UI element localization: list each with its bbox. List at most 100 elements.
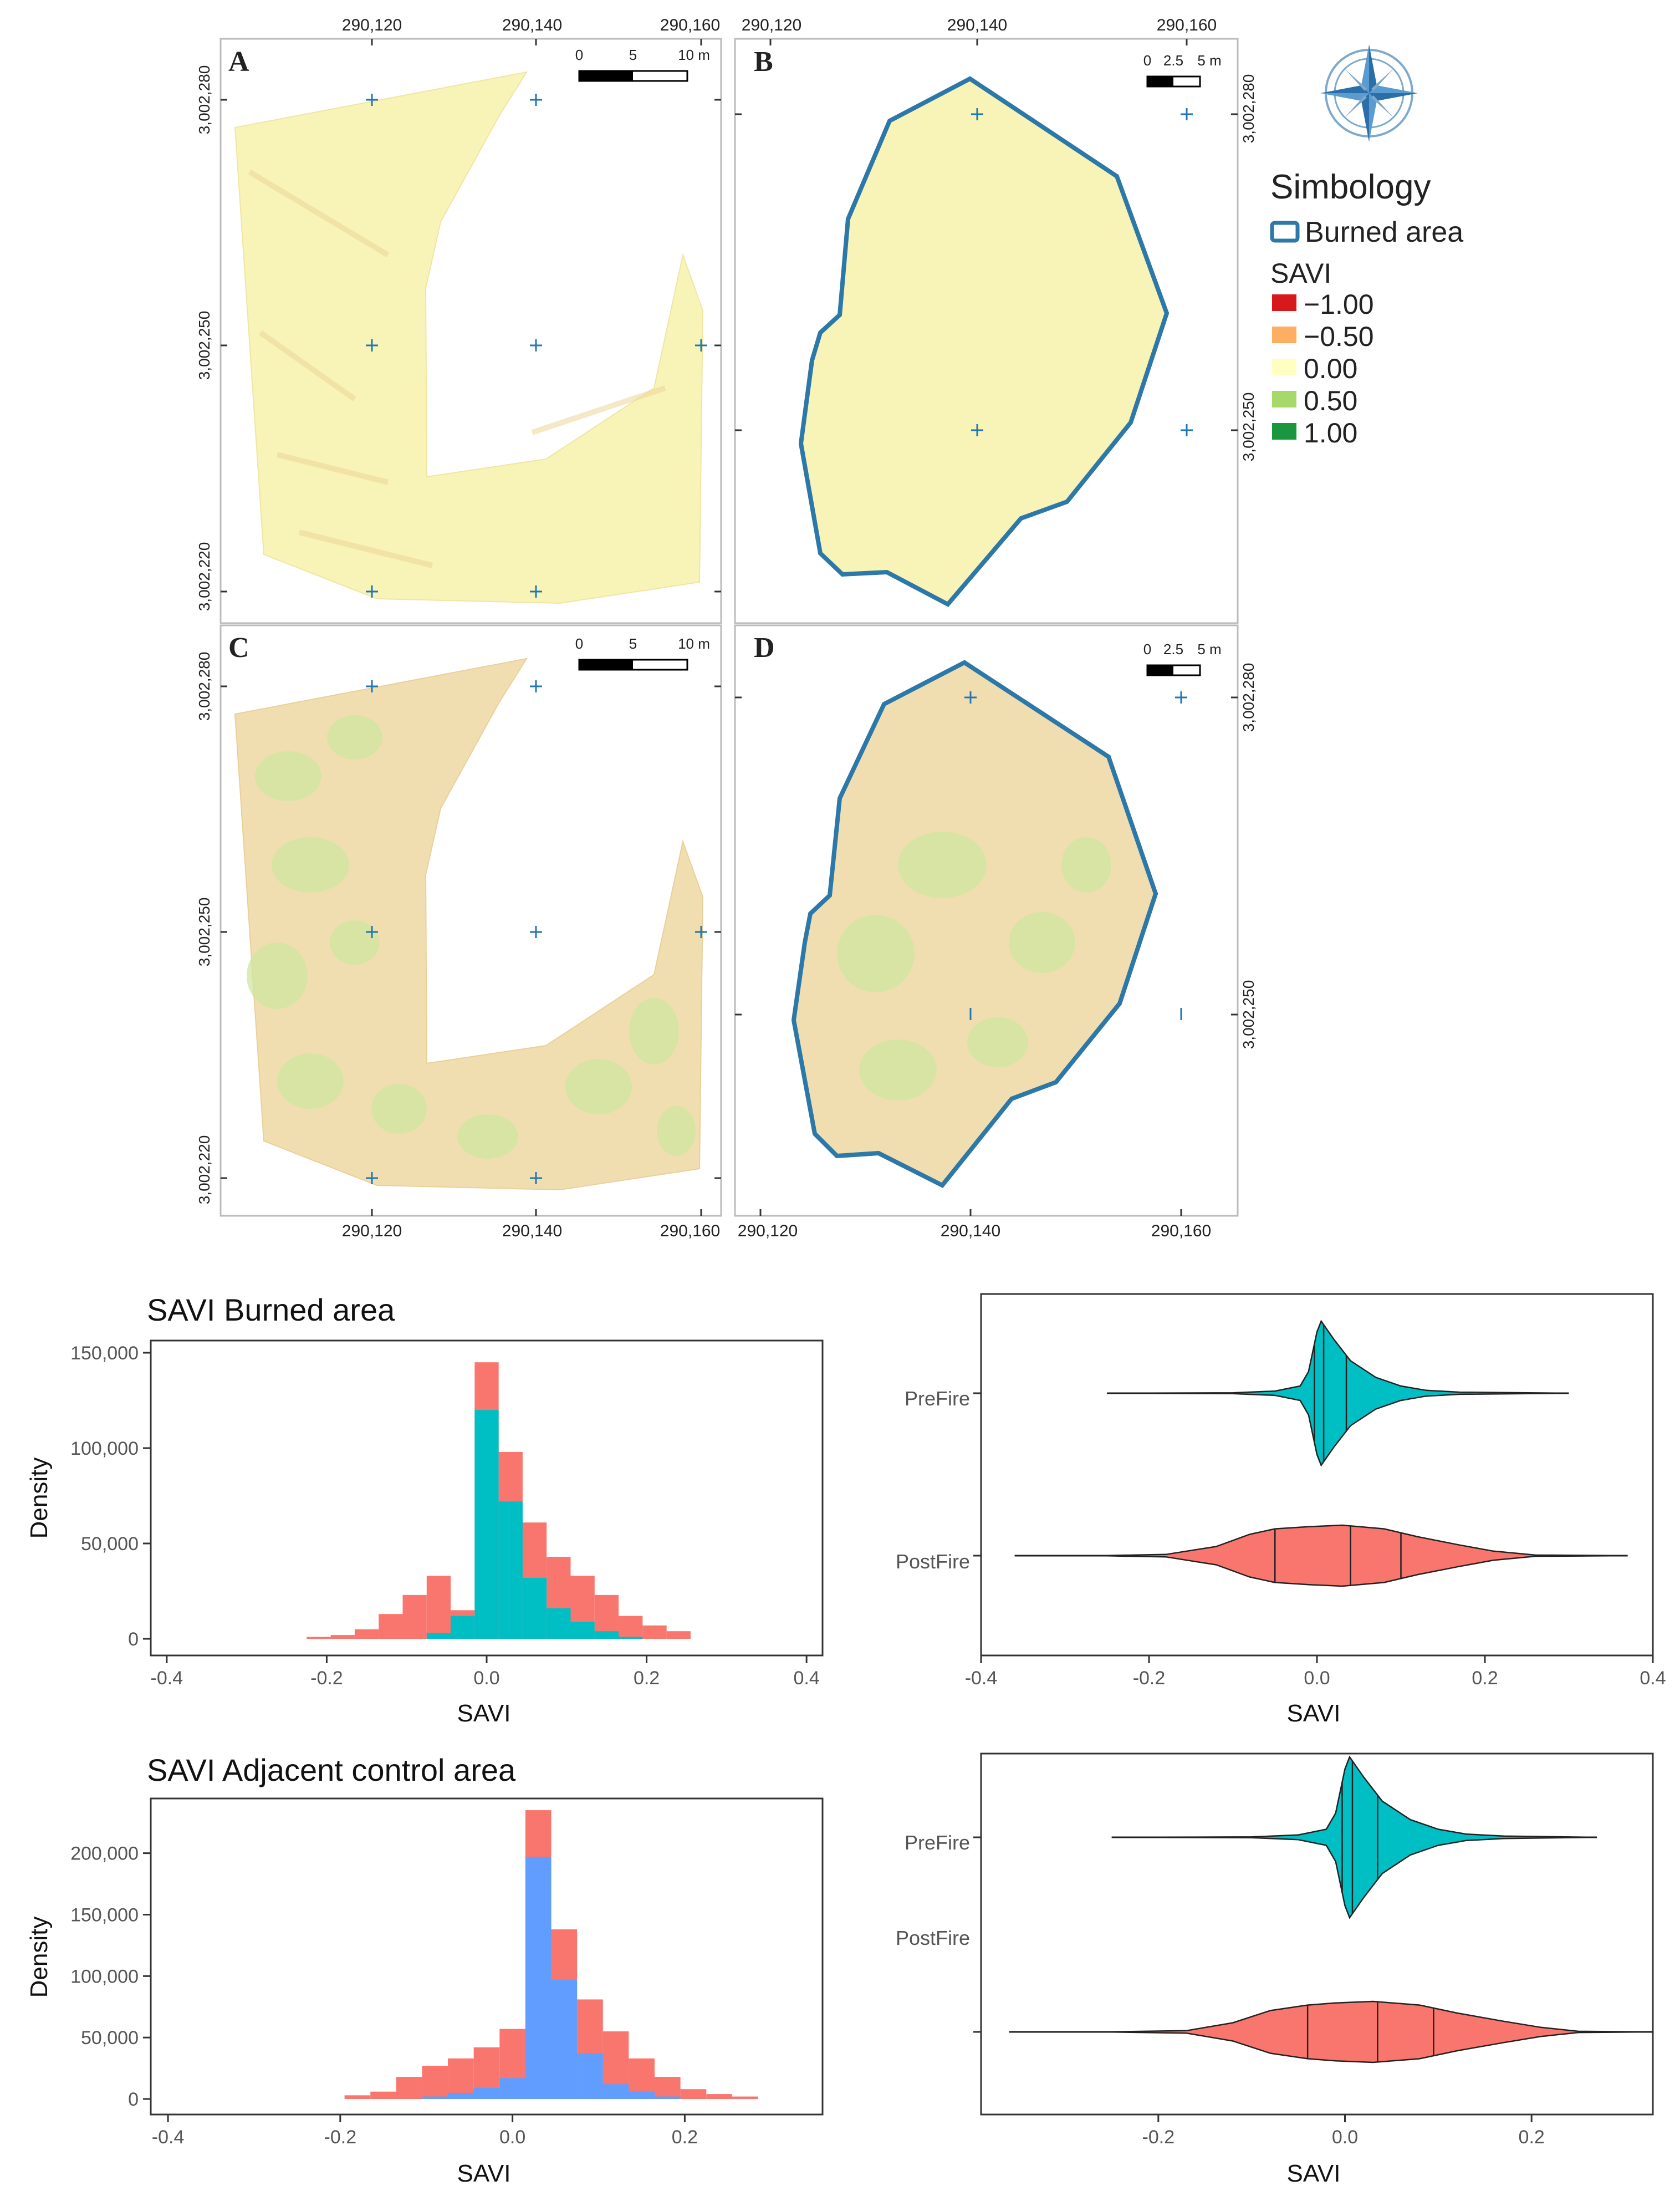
map-bottom-x-labels: 290,120 290,140 290,160 290,120 290,140 … bbox=[342, 1222, 1211, 1240]
hist2-bar-s0-15 bbox=[732, 2096, 758, 2099]
hist0-bar-s0-4 bbox=[402, 1594, 427, 1639]
map-c-vegetation bbox=[247, 715, 696, 1159]
hist2-bar-s1-8 bbox=[551, 1979, 578, 2099]
map-panels: A B C D 0 5 10 m 0 2.5 5 m 0 5 10 m bbox=[196, 16, 1257, 1240]
histogram-control-area-title: SAVI Adjacent control area bbox=[147, 1752, 516, 1787]
map-c-raster bbox=[234, 658, 704, 1191]
hist0-bar-s0-15 bbox=[666, 1631, 691, 1639]
hist2-ytick-label-3: 150,000 bbox=[70, 1905, 139, 1926]
scale-a-0: 0 bbox=[575, 47, 583, 63]
violin3-xtick-label-1: 0.0 bbox=[1332, 2127, 1358, 2148]
map-top-x-labels: 290,120 290,140 290,160 290,120 290,140 … bbox=[342, 16, 1217, 34]
violin3-shape-1 bbox=[1009, 2000, 1653, 2063]
hist0-bar-s1-10 bbox=[547, 1608, 571, 1639]
hist0-bar-s1-12 bbox=[594, 1631, 619, 1639]
hist2-bar-s1-4 bbox=[448, 2092, 474, 2099]
scale-bar-c: 0 5 10 m bbox=[575, 635, 710, 671]
violin-control-area-cat-postfire: PostFire bbox=[896, 1927, 970, 1949]
map-panel-c-label: C bbox=[228, 632, 249, 664]
hist0-bar-s0-2 bbox=[354, 1629, 379, 1639]
legend-item-1: −1.00 bbox=[1304, 289, 1374, 320]
map-top-x-1: 290,120 bbox=[342, 16, 402, 34]
hist2-bar-s1-11 bbox=[629, 2091, 655, 2099]
map-top-x-6: 290,160 bbox=[1157, 16, 1217, 34]
scale-b-2: 5 m bbox=[1197, 52, 1221, 69]
hist0-bar-s1-5 bbox=[426, 1633, 451, 1639]
histogram-control-area-x-ticks: -0.4 -0.2 0.0 0.2 bbox=[152, 2115, 698, 2148]
hist0-ytick-label-3: 150,000 bbox=[70, 1343, 139, 1364]
scale-bar-b: 0 2.5 5 m bbox=[1143, 52, 1222, 88]
legend-swatch-4 bbox=[1272, 391, 1296, 407]
violin-control-area: -0.2 0.0 0.2 PreFire PostFire SAVI bbox=[896, 1752, 1654, 2187]
hist2-bar-s0-3 bbox=[422, 2066, 448, 2099]
violin3-shape-0 bbox=[1111, 1755, 1597, 1919]
map-legend: Simbology Burned area SAVI −1.00 −0.50 0… bbox=[1270, 44, 1463, 449]
hist2-bar-s0-0 bbox=[344, 2095, 371, 2099]
hist2-bar-s1-9 bbox=[577, 2053, 603, 2099]
map-left-y-3: 3,002,220 bbox=[196, 542, 213, 612]
violin-control-area-x-ticks: -0.2 0.0 0.2 bbox=[1142, 2115, 1545, 2148]
hist2-bar-s1-6 bbox=[499, 2078, 525, 2099]
hist2-bar-s1-12 bbox=[655, 2096, 681, 2099]
map-right-y-4: 3,002,250 bbox=[1240, 980, 1257, 1049]
histogram-control-area-bars bbox=[344, 1810, 758, 2099]
map-bottom-x-5: 290,140 bbox=[941, 1222, 1000, 1240]
scale-b-0: 0 bbox=[1143, 52, 1151, 69]
hist0-xtick-label-2: 0.0 bbox=[473, 1668, 499, 1689]
hist2-xtick-label-2: 0.0 bbox=[499, 2127, 525, 2148]
map-left-y-2: 3,002,250 bbox=[196, 311, 213, 380]
hist2-bar-s1-3 bbox=[422, 2096, 448, 2099]
map-left-y-6: 3,002,220 bbox=[196, 1135, 213, 1205]
map-panel-a-label: A bbox=[228, 46, 249, 78]
map-bottom-x-2: 290,140 bbox=[502, 1222, 562, 1240]
histogram-control-area-ylabel: Density bbox=[25, 1917, 53, 1998]
map-right-y-2: 3,002,250 bbox=[1240, 393, 1257, 462]
map-left-y-5: 3,002,250 bbox=[196, 898, 213, 967]
violin3-xtick-label-0: -0.2 bbox=[1142, 2127, 1175, 2148]
histogram-control-area-xlabel: SAVI bbox=[457, 2160, 510, 2187]
hist2-bar-s0-13 bbox=[680, 2089, 707, 2099]
map-a-raster bbox=[234, 71, 704, 604]
hist2-xtick-label-1: -0.2 bbox=[324, 2127, 357, 2148]
map-panel-d-label: D bbox=[754, 632, 775, 664]
scale-bar-d: 0 2.5 5 m bbox=[1143, 641, 1222, 676]
violin-control-area-shapes bbox=[973, 1755, 1653, 2063]
map-bottom-x-3: 290,160 bbox=[660, 1222, 720, 1240]
map-left-y-1: 3,002,280 bbox=[196, 65, 213, 135]
histogram-control-area: SAVI Adjacent control area -0.4 -0.2 0.0 0.… bbox=[25, 1752, 824, 2187]
violin-burned-area-shapes bbox=[973, 1319, 1628, 1587]
legend-swatch-2 bbox=[1272, 327, 1296, 343]
hist2-bar-s1-10 bbox=[602, 2084, 629, 2099]
violin3-xtick-label-2: 0.2 bbox=[1519, 2127, 1545, 2148]
violin-burned-area-xlabel: SAVI bbox=[1286, 1700, 1340, 1727]
map-panel-b-label: B bbox=[754, 46, 773, 78]
violin1-xtick-label-3: 0.2 bbox=[1472, 1668, 1498, 1689]
hist2-bar-s0-14 bbox=[706, 2094, 732, 2099]
hist2-bar-s1-7 bbox=[525, 1857, 552, 2099]
scale-d-2: 5 m bbox=[1197, 641, 1221, 658]
hist0-xtick-label-0: -0.4 bbox=[151, 1668, 183, 1689]
map-top-x-3: 290,160 bbox=[660, 16, 720, 34]
violin1-xtick-label-2: 0.0 bbox=[1304, 1668, 1330, 1689]
hist0-bar-s1-7 bbox=[474, 1410, 499, 1639]
hist0-bar-s1-8 bbox=[498, 1501, 523, 1639]
histogram-burned-area: SAVI Burned area -0.4 -0.2 0.0 0.2 0.4 0 50,0… bbox=[25, 1292, 824, 1727]
map-right-y-labels: 3,002,280 3,002,250 3,002,280 3,002,250 bbox=[1240, 74, 1257, 1049]
scale-c-2: 10 m bbox=[678, 635, 710, 652]
hist0-ytick-label-2: 100,000 bbox=[70, 1438, 139, 1459]
legend-swatch-1 bbox=[1272, 294, 1296, 311]
map-bottom-x-4: 290,120 bbox=[738, 1222, 798, 1240]
hist0-bar-s1-13 bbox=[619, 1637, 643, 1639]
legend-item-2: −0.50 bbox=[1304, 321, 1374, 352]
hist2-ytick-label-1: 50,000 bbox=[81, 2027, 139, 2049]
legend-title: Simbology bbox=[1270, 168, 1431, 206]
hist0-xtick-label-1: -0.2 bbox=[310, 1668, 343, 1689]
hist0-bar-s0-5 bbox=[426, 1576, 451, 1639]
map-top-x-4: 290,120 bbox=[742, 16, 801, 34]
hist2-bar-s0-1 bbox=[370, 2091, 396, 2099]
scale-c-0: 0 bbox=[575, 635, 583, 652]
hist0-bar-s1-11 bbox=[570, 1622, 595, 1639]
map-bottom-x-1: 290,120 bbox=[342, 1222, 402, 1240]
map-d-vegetation bbox=[837, 832, 1111, 1100]
